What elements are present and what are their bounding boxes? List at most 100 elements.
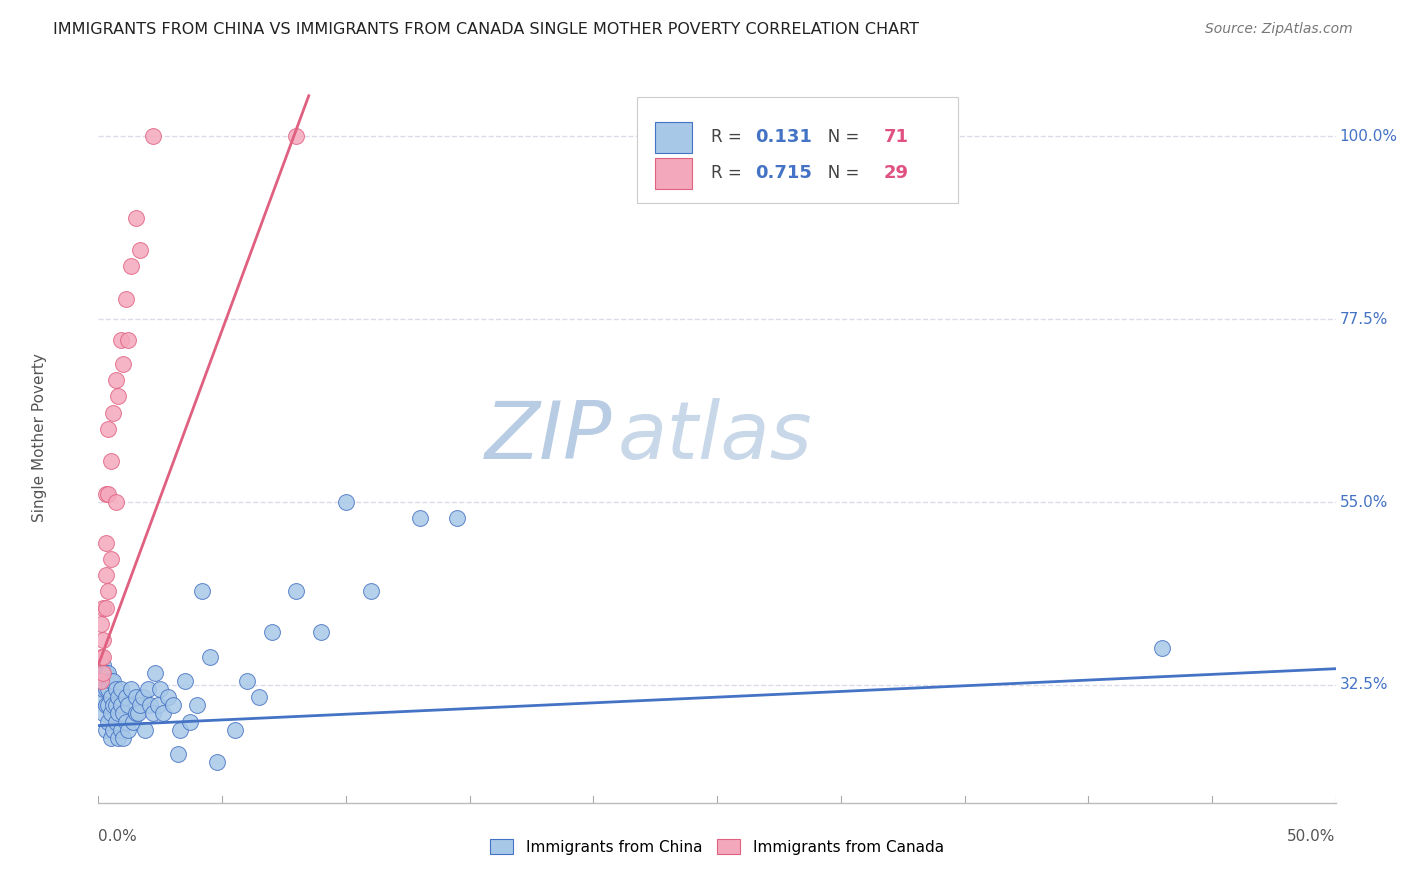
Point [129,698,152,713]
Point [169,723,191,737]
Point [97,487,120,501]
Point [1152,641,1174,656]
Point [94,665,117,680]
Point [143,665,166,680]
Point [100,454,122,468]
Point [114,292,136,306]
Text: 29: 29 [884,164,910,182]
Point [120,681,142,696]
Point [122,714,145,729]
Point [114,714,136,729]
Point [236,673,259,688]
Point [117,698,139,713]
Text: 0.131: 0.131 [755,128,813,146]
Point [94,723,117,737]
FancyBboxPatch shape [655,122,692,153]
Point [103,406,125,420]
Point [198,649,221,664]
Text: N =: N = [813,128,865,146]
Point [124,690,146,705]
Point [107,706,129,721]
Point [100,690,122,705]
Point [156,690,179,705]
Point [112,357,135,371]
Point [112,706,135,721]
Point [97,584,120,599]
Point [285,584,308,599]
Point [103,698,125,713]
Point [132,690,155,705]
Point [110,681,132,696]
Point [103,673,125,688]
Point [93,649,115,664]
Text: 32.5%: 32.5% [1340,677,1388,692]
Point [93,681,115,696]
Point [139,698,162,713]
Point [186,698,208,713]
Point [335,495,357,509]
Point [117,723,139,737]
Legend: Immigrants from China, Immigrants from Canada: Immigrants from China, Immigrants from C… [484,833,950,861]
Point [93,665,115,680]
Point [104,681,127,696]
Point [103,723,125,737]
Point [93,657,115,672]
Point [114,690,136,705]
Point [97,665,120,680]
Point [93,600,115,615]
Point [409,511,432,525]
Point [104,495,127,509]
Point [142,706,165,721]
Point [90,673,112,688]
Point [97,422,120,436]
Point [97,681,120,696]
Text: 55.0%: 55.0% [1340,494,1388,509]
Text: 0.0%: 0.0% [98,829,138,844]
Point [90,673,112,688]
Text: ZIP: ZIP [485,398,612,476]
Point [124,211,146,225]
Point [107,389,129,403]
Point [94,535,117,549]
Point [162,698,184,713]
Point [107,731,129,745]
Text: IMMIGRANTS FROM CHINA VS IMMIGRANTS FROM CANADA SINGLE MOTHER POVERTY CORRELATIO: IMMIGRANTS FROM CHINA VS IMMIGRANTS FROM… [53,22,920,37]
Text: 50.0%: 50.0% [1288,829,1336,844]
Point [152,706,174,721]
Point [134,723,156,737]
Point [107,690,129,705]
Point [93,706,115,721]
Point [94,568,117,582]
Point [360,584,382,599]
Point [446,511,468,525]
Point [110,333,132,347]
Point [224,723,246,737]
Point [191,584,214,599]
Point [146,698,169,713]
Text: 77.5%: 77.5% [1340,311,1388,326]
Point [174,673,197,688]
Point [104,714,127,729]
Point [90,617,112,632]
Point [136,681,159,696]
Text: 71: 71 [884,128,910,146]
Text: 100.0%: 100.0% [1340,128,1398,144]
Point [100,673,122,688]
Text: 0.715: 0.715 [755,164,813,182]
Text: R =: R = [711,128,747,146]
Point [93,633,115,648]
Point [149,681,172,696]
Point [94,698,117,713]
Text: atlas: atlas [619,398,813,476]
Point [127,706,149,721]
Point [117,333,139,347]
Point [247,690,270,705]
FancyBboxPatch shape [655,158,692,189]
Text: N =: N = [813,164,865,182]
Point [97,714,120,729]
Point [94,600,117,615]
Point [179,714,201,729]
Point [100,552,122,566]
Point [90,649,112,664]
Point [110,723,132,737]
